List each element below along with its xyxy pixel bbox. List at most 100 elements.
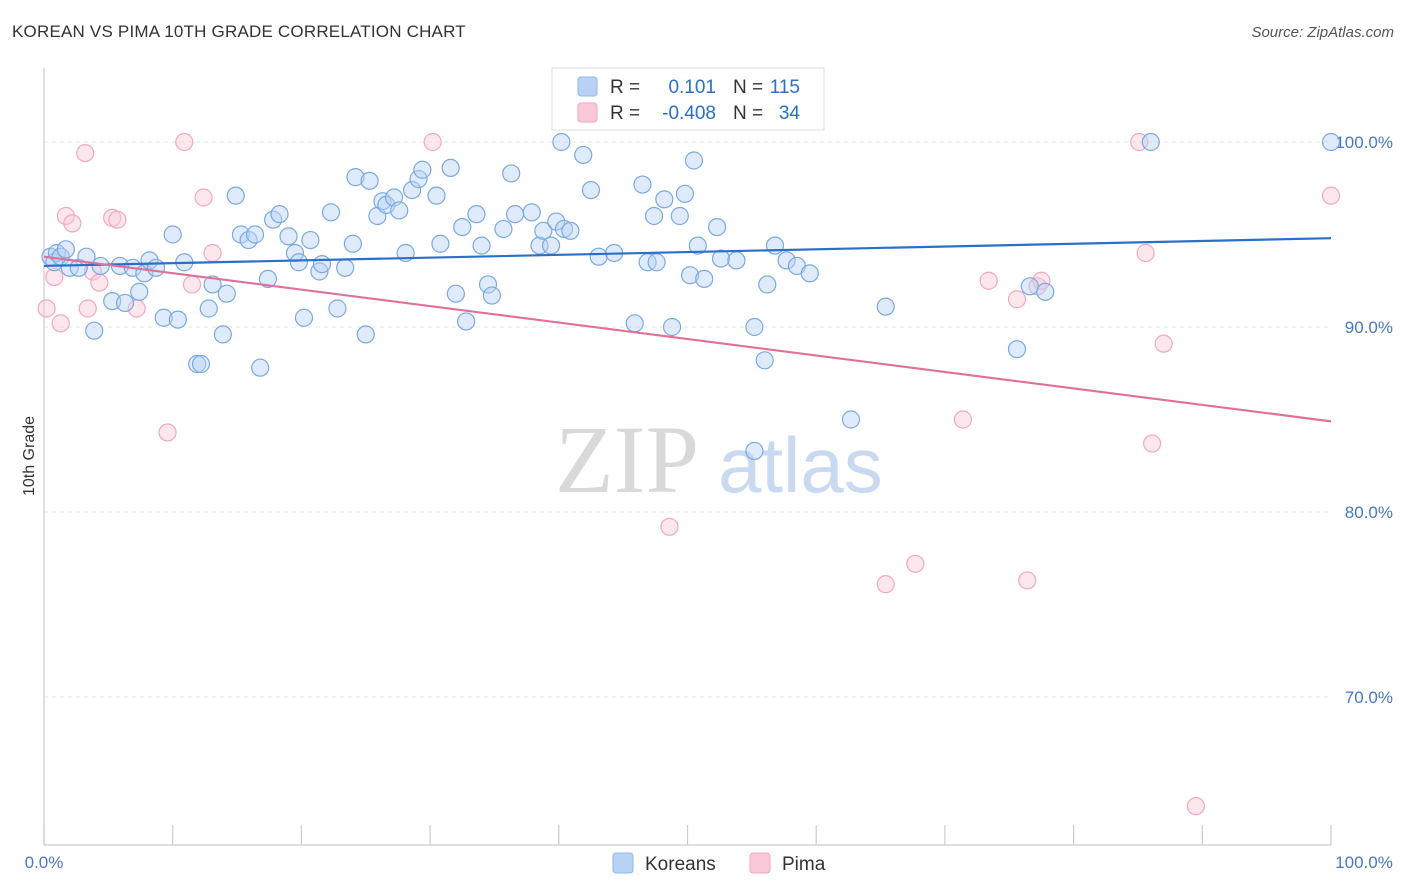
- pima-point: [45, 267, 64, 287]
- series-legend: Koreans Pima: [612, 852, 826, 875]
- pima-point: [1143, 434, 1162, 453]
- x-tick-label-min: 0.0%: [25, 853, 64, 872]
- korean-point: [547, 212, 566, 231]
- korean-point: [534, 221, 553, 240]
- korean-point: [453, 218, 472, 237]
- korean-point: [662, 317, 682, 337]
- korean-point: [312, 255, 332, 274]
- korean-point: [727, 251, 746, 270]
- korean-point: [472, 236, 491, 255]
- pima-point: [78, 299, 97, 318]
- pima-point: [203, 243, 222, 263]
- korean-point: [446, 284, 465, 303]
- pima-point: [51, 314, 70, 333]
- pima-point: [175, 132, 194, 152]
- korean-points: [41, 132, 1341, 461]
- korean-point: [505, 205, 525, 224]
- korean-point: [85, 321, 104, 340]
- korean-point: [541, 236, 561, 255]
- korean-point: [321, 203, 341, 222]
- korean-point: [168, 310, 187, 329]
- korean-point: [841, 410, 861, 429]
- korean-point: [56, 240, 75, 259]
- korean-point: [294, 308, 314, 327]
- korean-point: [625, 314, 644, 333]
- pima-point: [90, 273, 109, 292]
- korean-point: [670, 206, 689, 226]
- korean-point: [213, 325, 232, 344]
- korean-point: [203, 275, 222, 294]
- korean-point: [457, 312, 476, 331]
- pima-point: [1154, 334, 1173, 353]
- pima-point: [182, 275, 202, 294]
- korean-point: [482, 286, 501, 305]
- korean-point: [758, 275, 777, 294]
- y-tick-label: 100.0%: [1335, 133, 1393, 152]
- koreans-r-value: 0.101: [668, 77, 716, 98]
- korean-point: [502, 164, 521, 183]
- korean-point: [279, 227, 298, 246]
- korean-point: [199, 299, 218, 318]
- korean-point: [270, 205, 289, 224]
- trend-lines: [43, 237, 1332, 423]
- pima-point: [108, 210, 127, 229]
- korean-point: [711, 249, 731, 268]
- korean-point: [409, 169, 428, 189]
- pima-point: [423, 132, 442, 152]
- y-tick-label: 80.0%: [1345, 503, 1393, 522]
- pima-point: [660, 517, 679, 536]
- korean-point: [589, 247, 608, 266]
- korean-point: [522, 203, 541, 222]
- korean-point: [289, 253, 308, 272]
- pima-point: [1018, 571, 1037, 590]
- pima-n-value: 34: [779, 103, 801, 124]
- x-tick-label-max: 100.0%: [1335, 853, 1393, 872]
- korean-point: [245, 225, 265, 244]
- pima-points: [37, 132, 1341, 816]
- korean-point: [675, 184, 695, 203]
- korean-point: [360, 171, 379, 190]
- pima-point: [1136, 243, 1155, 263]
- korean-point: [390, 201, 409, 220]
- korean-point: [755, 351, 774, 370]
- y-tick-label: 90.0%: [1345, 318, 1393, 337]
- legend-koreans-swatch: [612, 852, 634, 874]
- stats-legend: R = 0.101 N = 115 R = -0.408 N = 34: [551, 67, 825, 131]
- y-axis-label: 10th Grade: [21, 416, 38, 496]
- pima-r-label: R =: [610, 103, 640, 124]
- korean-point: [695, 269, 714, 288]
- korean-point: [647, 253, 666, 272]
- pima-point: [979, 271, 998, 290]
- korean-point: [552, 132, 571, 152]
- korean-point: [554, 219, 574, 239]
- koreans-n-value: 115: [770, 77, 800, 98]
- pima-point: [876, 575, 895, 594]
- korean-point: [745, 441, 764, 461]
- korean-point: [581, 181, 601, 200]
- korean-point: [441, 158, 460, 177]
- korean-point: [251, 358, 270, 377]
- korean-point: [655, 190, 674, 209]
- korean-point: [777, 251, 796, 270]
- korean-point: [876, 297, 895, 316]
- korean-point: [1020, 277, 1039, 296]
- pima-point: [953, 410, 973, 429]
- korean-point: [413, 160, 432, 179]
- pima-point: [1321, 186, 1341, 205]
- pima-point: [1186, 797, 1205, 816]
- pima-point: [906, 554, 925, 573]
- korean-point: [494, 219, 513, 239]
- korean-point: [163, 225, 182, 244]
- korean-point: [478, 275, 498, 294]
- korean-point: [328, 299, 347, 318]
- korean-point: [800, 264, 819, 283]
- korean-point: [467, 205, 486, 224]
- watermark-zip: ZIP: [555, 406, 699, 513]
- pima-point: [158, 423, 177, 442]
- y-tick-label: 70.0%: [1345, 688, 1393, 707]
- pima-swatch: [577, 102, 598, 123]
- pima-n-label: N =: [733, 103, 763, 124]
- korean-point: [146, 258, 166, 277]
- korean-point: [1007, 340, 1027, 359]
